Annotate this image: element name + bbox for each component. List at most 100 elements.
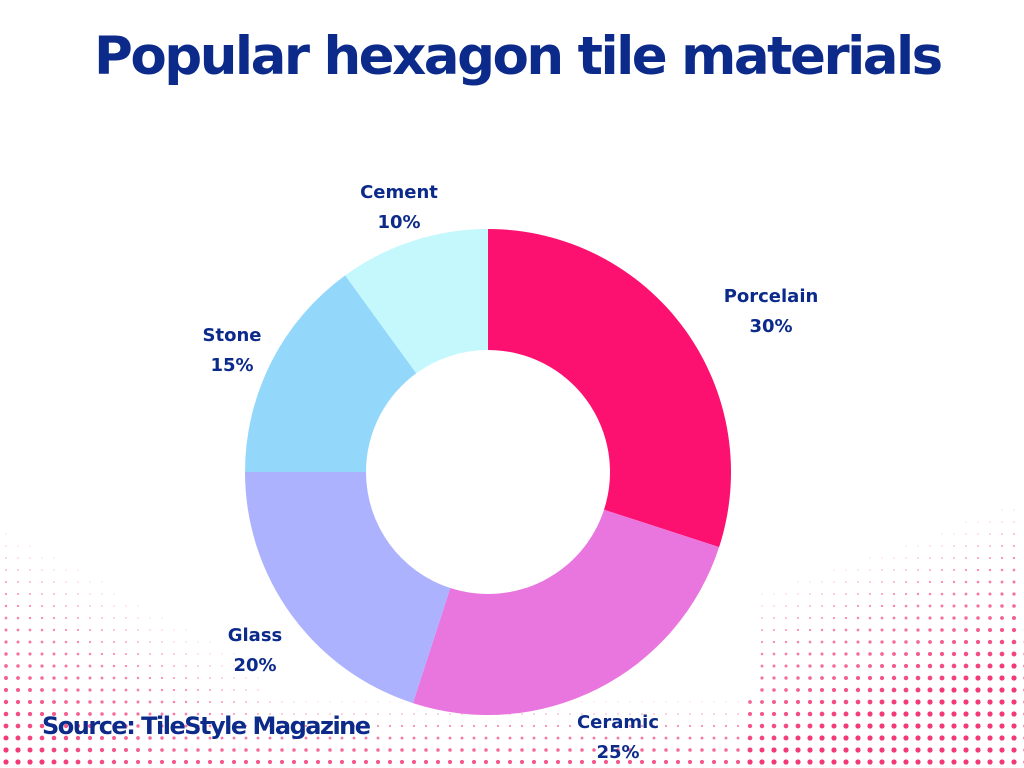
halftone-dot	[941, 533, 943, 535]
halftone-dot	[747, 723, 753, 729]
halftone-dot	[879, 675, 885, 681]
halftone-dot	[891, 711, 897, 717]
halftone-dot	[124, 664, 128, 668]
halftone-dot	[701, 713, 703, 715]
halftone-dot	[893, 569, 895, 571]
halftone-dot	[112, 664, 116, 668]
halftone-dot	[927, 711, 933, 717]
halftone-dot	[281, 701, 283, 703]
halftone-dot	[328, 736, 332, 740]
halftone-dot	[401, 701, 403, 703]
slice-value-stone: 15%	[210, 355, 253, 376]
halftone-dot	[821, 605, 823, 607]
halftone-dot	[51, 711, 57, 717]
halftone-dot	[700, 736, 704, 740]
halftone-dot	[904, 628, 908, 632]
halftone-dot	[124, 700, 128, 704]
halftone-dot	[124, 676, 128, 680]
halftone-dot	[617, 713, 619, 715]
halftone-dot	[808, 628, 812, 632]
halftone-dot	[604, 736, 608, 740]
halftone-dot	[1011, 651, 1017, 657]
halftone-dot	[41, 569, 43, 571]
halftone-dot	[520, 724, 524, 728]
halftone-dot	[99, 735, 105, 741]
halftone-dot	[148, 688, 152, 692]
halftone-dot	[365, 713, 367, 715]
halftone-dot	[244, 724, 248, 728]
halftone-dot	[16, 604, 20, 608]
halftone-dot	[401, 713, 403, 715]
halftone-dot	[652, 736, 656, 740]
halftone-dot	[197, 665, 199, 667]
halftone-dot	[135, 759, 141, 765]
halftone-dot	[388, 748, 392, 752]
halftone-dot	[783, 723, 789, 729]
halftone-dot	[472, 724, 476, 728]
halftone-dot	[1011, 759, 1017, 765]
halftone-dot	[797, 605, 799, 607]
halftone-dot	[172, 724, 176, 728]
halftone-dot	[1000, 568, 1004, 572]
halftone-dot	[915, 735, 921, 741]
halftone-dot	[532, 724, 536, 728]
halftone-dot	[532, 736, 536, 740]
halftone-dot	[795, 711, 801, 717]
halftone-dot	[988, 556, 992, 560]
halftone-dot	[809, 605, 811, 607]
halftone-dot	[101, 593, 103, 595]
halftone-dot	[1012, 592, 1016, 596]
halftone-dot	[27, 747, 33, 753]
halftone-dot	[1000, 616, 1004, 620]
halftone-dot	[736, 748, 740, 752]
halftone-dot	[880, 664, 884, 668]
halftone-dot	[760, 676, 764, 680]
halftone-dot	[929, 569, 931, 571]
halftone-dot	[641, 701, 643, 703]
halftone-dot	[833, 605, 835, 607]
halftone-dot	[172, 676, 176, 680]
halftone-dot	[124, 688, 128, 692]
halftone-dot	[5, 557, 7, 559]
halftone-dot	[340, 724, 344, 728]
halftone-dot	[783, 735, 789, 741]
halftone-dot	[940, 640, 944, 644]
halftone-dot	[413, 713, 415, 715]
halftone-dot	[999, 651, 1005, 657]
halftone-dot	[831, 759, 837, 765]
halftone-dot	[136, 712, 140, 716]
halftone-dot	[640, 748, 644, 752]
halftone-dot	[856, 664, 860, 668]
halftone-dot	[101, 581, 103, 583]
halftone-dot	[785, 617, 787, 619]
halftone-dot	[424, 736, 428, 740]
halftone-dot	[759, 759, 765, 765]
halftone-dot	[196, 724, 200, 728]
halftone-dot	[39, 711, 45, 717]
halftone-dot	[953, 557, 955, 559]
halftone-dot	[855, 747, 861, 753]
halftone-dot	[796, 664, 800, 668]
halftone-dot	[316, 736, 320, 740]
halftone-dot	[1013, 521, 1015, 523]
halftone-dot	[951, 651, 957, 657]
halftone-dot	[184, 688, 188, 692]
slice-value-ceramic: 25%	[596, 742, 639, 763]
halftone-dot	[76, 652, 80, 656]
halftone-dot	[232, 748, 236, 752]
halftone-dot	[197, 653, 199, 655]
halftone-dot	[905, 569, 907, 571]
halftone-dot	[652, 724, 656, 728]
halftone-dot	[148, 712, 152, 716]
halftone-dot	[76, 676, 80, 680]
halftone-dot	[881, 569, 883, 571]
halftone-dot	[891, 663, 897, 669]
halftone-dot	[688, 724, 692, 728]
halftone-dot	[88, 652, 92, 656]
halftone-dot	[593, 713, 595, 715]
halftone-dot	[304, 724, 308, 728]
halftone-dot	[87, 747, 93, 753]
halftone-dot	[496, 736, 500, 740]
halftone-dot	[208, 712, 212, 716]
halftone-dot	[3, 723, 9, 729]
